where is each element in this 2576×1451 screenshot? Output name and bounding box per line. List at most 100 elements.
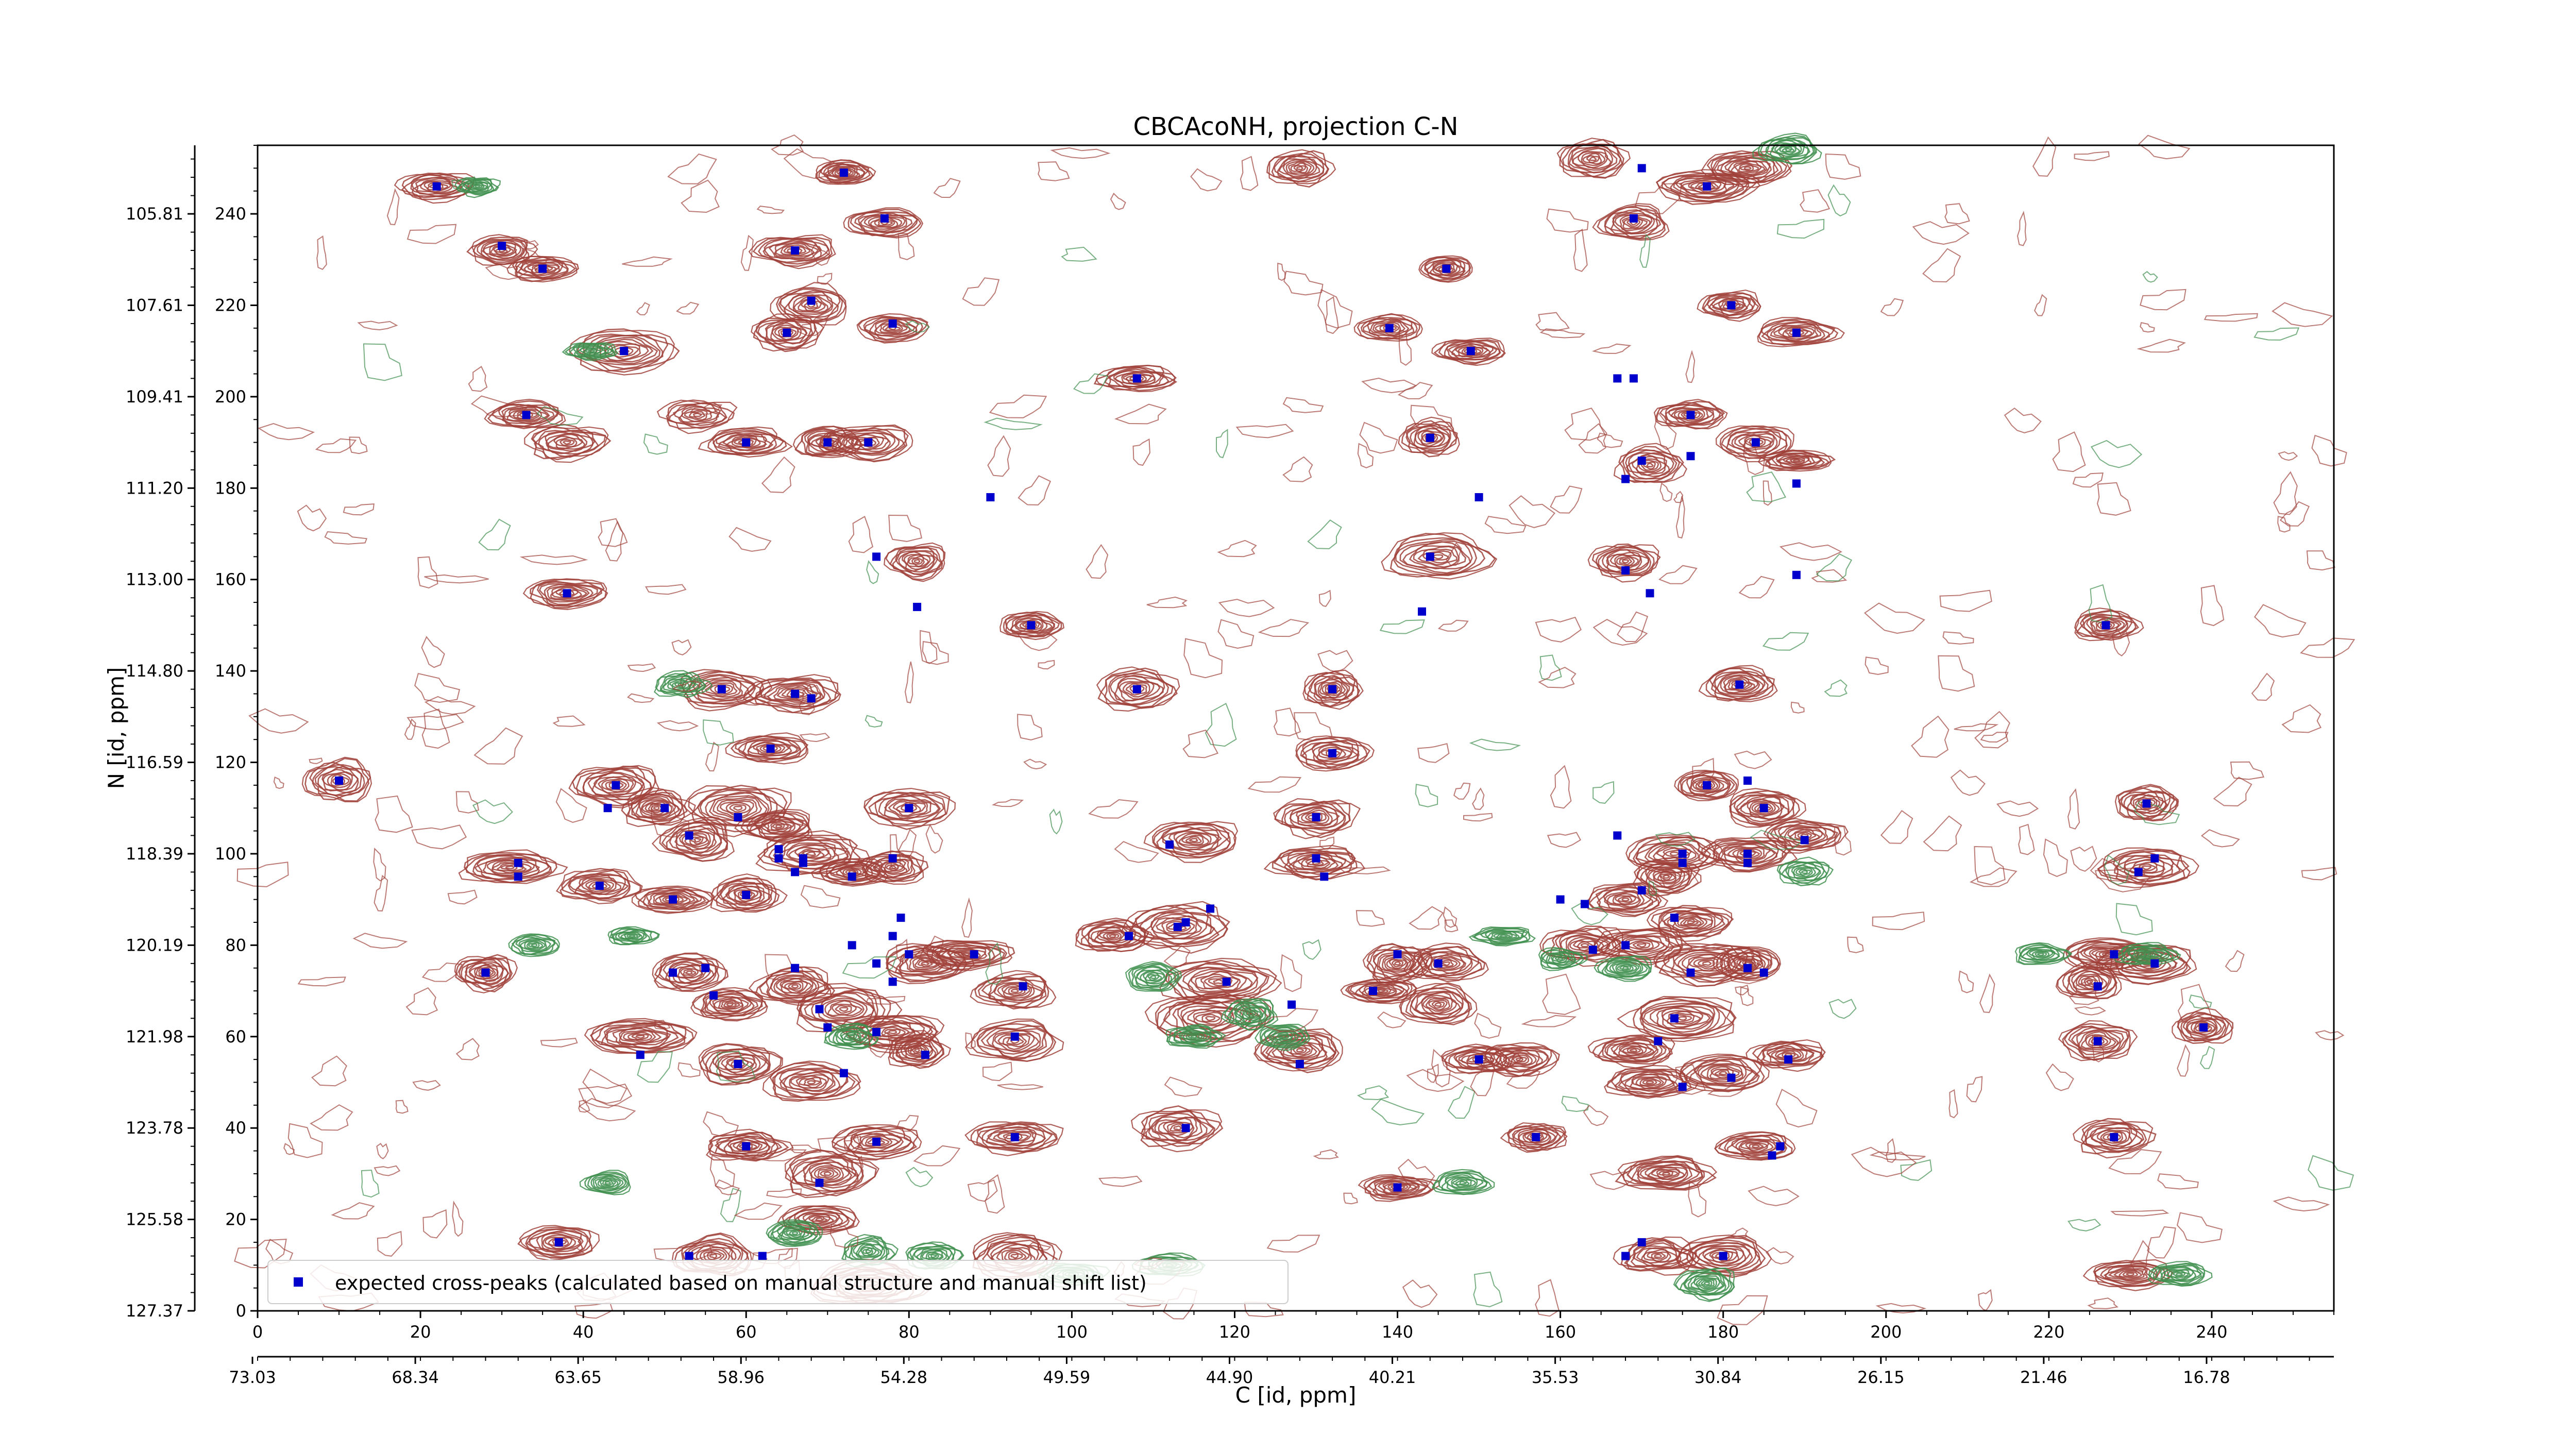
noise-contour bbox=[1280, 954, 1302, 992]
contour-line bbox=[2031, 950, 2050, 958]
contour-cluster bbox=[1358, 1174, 1440, 1202]
contour-line bbox=[555, 868, 643, 904]
expected-peak-marker bbox=[1010, 1133, 1019, 1141]
contour-line bbox=[902, 551, 936, 572]
contour-line bbox=[1382, 1181, 1418, 1194]
contour-line bbox=[1789, 829, 1820, 841]
contour-line bbox=[1484, 1046, 1552, 1077]
noise-contour bbox=[1738, 576, 1775, 599]
contour-line bbox=[1373, 946, 1429, 979]
contour-line bbox=[2126, 791, 2168, 815]
contour-line bbox=[1405, 986, 1472, 1023]
contour-line bbox=[1752, 132, 1822, 164]
contour-line bbox=[964, 1121, 1064, 1156]
expected-peak-marker bbox=[1027, 621, 1036, 630]
noise-contour bbox=[352, 933, 408, 949]
contour-line bbox=[1423, 952, 1472, 976]
contour-line bbox=[930, 1254, 937, 1258]
y-tick-label: 60 bbox=[225, 1027, 246, 1047]
contour-cluster bbox=[1592, 203, 1670, 241]
noise-contour bbox=[1591, 343, 1632, 354]
expected-peak-marker bbox=[1637, 1238, 1646, 1246]
contour-line bbox=[769, 1062, 861, 1102]
contour-line bbox=[723, 1137, 771, 1155]
contour-line bbox=[1454, 344, 1489, 358]
contour-line bbox=[1447, 342, 1494, 360]
expected-peak-marker bbox=[1393, 950, 1402, 959]
contour-cluster bbox=[454, 177, 501, 198]
expected-peak-marker bbox=[669, 895, 677, 904]
contour-line bbox=[492, 862, 527, 874]
contour-line bbox=[839, 1030, 867, 1044]
contour-line bbox=[1595, 885, 1658, 913]
contour-line bbox=[544, 583, 594, 603]
contour-line bbox=[634, 887, 716, 914]
contour-line bbox=[1618, 446, 1684, 483]
noise-contour bbox=[656, 720, 699, 732]
contour-line bbox=[1288, 161, 1312, 174]
noise-contour bbox=[555, 788, 587, 823]
y-ppm-tick-label: 114.80 bbox=[126, 661, 183, 681]
contour-line bbox=[511, 934, 560, 956]
contour-line bbox=[1301, 740, 1359, 766]
contour-line bbox=[770, 1222, 818, 1244]
contour-line bbox=[2102, 952, 2110, 956]
contour-line bbox=[815, 1217, 824, 1222]
contour-line bbox=[1639, 1077, 1662, 1087]
contour-line bbox=[783, 290, 839, 318]
contour-line bbox=[1647, 1166, 1686, 1180]
contour-line bbox=[1398, 416, 1460, 455]
contour-line bbox=[729, 804, 747, 813]
noise-contour bbox=[1958, 970, 1974, 993]
noise-contour bbox=[1398, 329, 1412, 366]
noise-contour bbox=[1564, 408, 1606, 441]
expected-peak-marker bbox=[1385, 324, 1394, 332]
contour-line bbox=[1583, 882, 1669, 917]
noise-contour bbox=[405, 987, 438, 1016]
contour-line bbox=[1679, 177, 1735, 195]
contour-line bbox=[1441, 1172, 1488, 1192]
contour-cluster bbox=[1255, 1023, 1311, 1051]
contour-line bbox=[981, 1126, 1046, 1150]
contour-line bbox=[706, 993, 755, 1015]
contour-line bbox=[719, 800, 754, 817]
noise-contour bbox=[2140, 322, 2155, 333]
expected-peak-marker bbox=[1475, 1055, 1483, 1064]
contour-cluster bbox=[1143, 821, 1239, 863]
expected-peak-marker bbox=[1328, 749, 1337, 757]
noise-contour bbox=[1417, 743, 1450, 763]
contour-line bbox=[864, 317, 920, 341]
contour-line bbox=[870, 216, 899, 228]
contour-line bbox=[747, 678, 839, 714]
noise-contour bbox=[1038, 660, 1055, 670]
contour-line bbox=[618, 931, 645, 942]
contour-line bbox=[1431, 1169, 1495, 1195]
contour-line bbox=[1401, 420, 1458, 458]
noise-contour bbox=[1979, 973, 1995, 1013]
noise-contour bbox=[374, 1165, 401, 1176]
noise-contour bbox=[331, 1202, 375, 1220]
expected-peak-marker bbox=[1629, 214, 1638, 223]
noise-contour bbox=[920, 630, 938, 664]
contour-line bbox=[2177, 1011, 2234, 1044]
contour-line bbox=[705, 1128, 794, 1161]
contour-line bbox=[1428, 1000, 1448, 1011]
expected-peak-marker bbox=[563, 589, 571, 598]
noise-contour bbox=[667, 153, 717, 184]
contour-line bbox=[1178, 833, 1210, 847]
contour-cluster bbox=[1729, 788, 1807, 828]
noise-contour bbox=[1762, 632, 1809, 651]
contour-line bbox=[491, 860, 532, 874]
contour-line bbox=[2067, 1025, 2129, 1058]
contour-line bbox=[518, 937, 552, 953]
contour-line bbox=[1143, 821, 1239, 863]
noise-contour bbox=[1182, 729, 1219, 758]
contour-line bbox=[628, 1032, 653, 1041]
noise-contour bbox=[2087, 1297, 2119, 1309]
contour-line bbox=[1650, 1006, 1714, 1033]
contour-line bbox=[748, 966, 832, 1006]
contour-line bbox=[1693, 957, 1719, 970]
contour-line bbox=[1727, 430, 1782, 458]
noise-contour bbox=[2032, 136, 2057, 177]
contour-line bbox=[1440, 1043, 1522, 1074]
